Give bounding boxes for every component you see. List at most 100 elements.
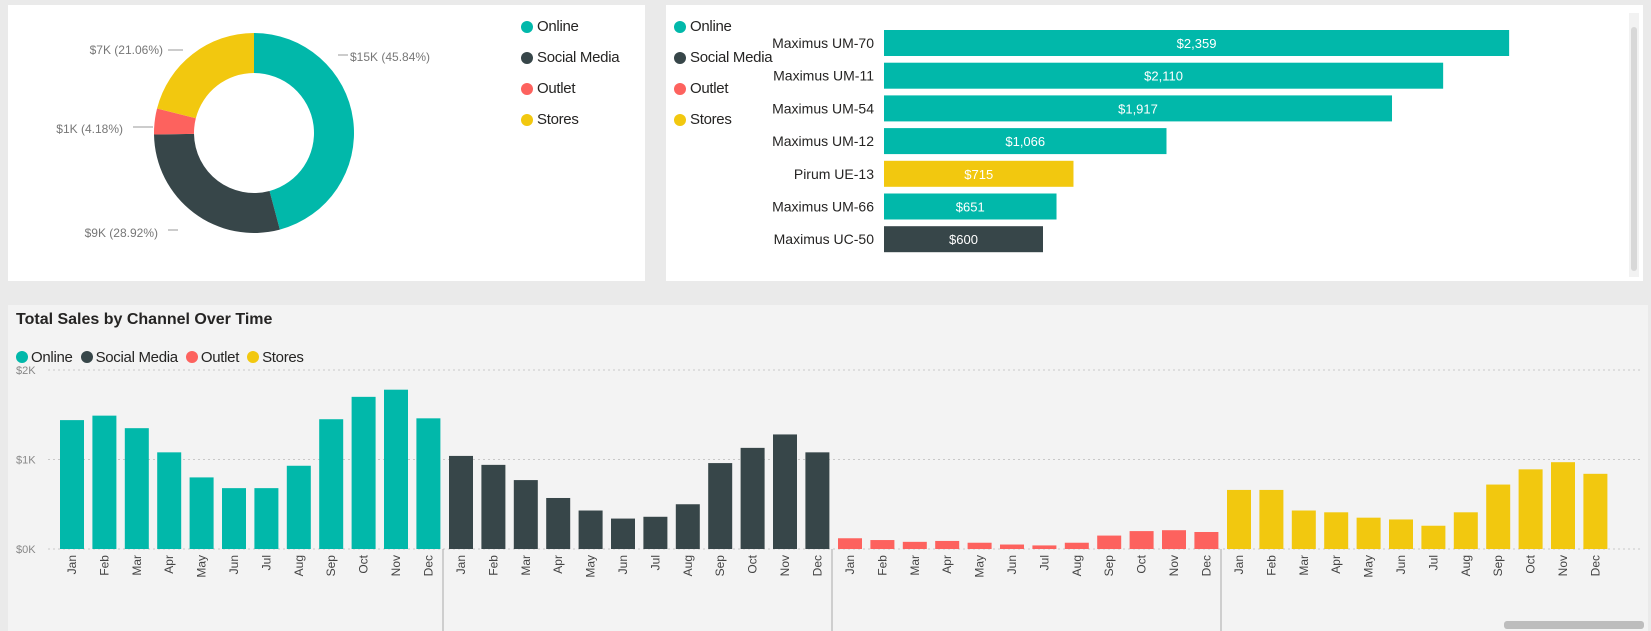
bar-category-label: Maximus UM-70 [772, 35, 874, 51]
donut-slice-stores[interactable] [157, 33, 254, 119]
product-bar[interactable] [884, 226, 1043, 253]
x-tick-label: May [584, 555, 598, 578]
column-bar[interactable] [1194, 531, 1219, 549]
column-bar[interactable] [1000, 544, 1024, 549]
column-bar[interactable] [838, 538, 862, 549]
product-bar[interactable] [884, 30, 1510, 56]
x-tick-label: Apr [551, 555, 565, 574]
donut-slice-outlet[interactable] [154, 108, 196, 135]
legend-item-online[interactable]: Online [674, 11, 772, 42]
column-bar[interactable] [546, 497, 571, 549]
column-bar[interactable] [643, 516, 668, 549]
x-tick-label: Jul [1426, 555, 1440, 570]
donut-data-label: $7K (21.06%) [90, 43, 163, 57]
vertical-scrollbar[interactable] [1629, 13, 1639, 277]
column-bar[interactable] [902, 541, 927, 549]
legend-dot-outlet [674, 82, 686, 95]
column-bar[interactable] [1421, 525, 1446, 549]
column-bar[interactable] [1032, 545, 1057, 549]
product-bar-chart-panel: Online Social Media Outlet Stores Maximu… [666, 5, 1643, 281]
column-bar[interactable] [513, 480, 538, 549]
column-bar[interactable] [675, 504, 700, 549]
column-bar[interactable] [1551, 462, 1575, 549]
column-bar[interactable] [1097, 535, 1122, 549]
column-bar[interactable] [222, 488, 246, 549]
column-bar[interactable] [1291, 510, 1316, 549]
column-bar[interactable] [254, 488, 279, 549]
column-bar[interactable] [578, 510, 603, 549]
legend-dot-stores [247, 351, 260, 363]
column-bar[interactable] [773, 434, 797, 549]
product-bar[interactable] [884, 128, 1167, 155]
donut-chart[interactable]: $15K (45.84%) $9K (28.92%) $1K (4.18%) $7K … [8, 5, 645, 281]
x-tick-label: Jun [1005, 555, 1019, 574]
column-bar[interactable] [870, 540, 895, 549]
legend-item-stores[interactable]: Stores [247, 347, 304, 367]
column-chart[interactable]: $0K $1K $2K Jan Feb Mar Apr May Jun Jul Aug Sep Oct N… [8, 305, 1648, 631]
chart-title: Total Sales by Channel Over Time [16, 311, 273, 328]
legend-item-social-media[interactable]: Social Media [674, 42, 773, 73]
column-bar[interactable] [384, 389, 408, 549]
legend-item-stores[interactable]: Stores [674, 104, 772, 135]
horizontal-scrollbar[interactable] [1504, 621, 1644, 629]
x-tick-label: Oct [1524, 554, 1538, 573]
legend-item-social-media[interactable]: Social Media [80, 347, 179, 367]
column-bar[interactable] [967, 542, 992, 549]
column-bar[interactable] [611, 518, 635, 549]
column-bar[interactable] [319, 419, 344, 549]
legend-item-outlet[interactable]: Outlet [521, 73, 619, 104]
column-bar[interactable] [805, 452, 830, 549]
x-tick-label: Apr [162, 555, 176, 574]
x-tick-label: Jul [259, 555, 273, 570]
column-bar[interactable] [124, 428, 149, 549]
column-bar[interactable] [1324, 512, 1349, 549]
column-bar[interactable] [416, 418, 441, 549]
column-bar[interactable] [1356, 517, 1381, 549]
column-bar[interactable] [1162, 530, 1186, 549]
column-bar[interactable] [286, 465, 311, 549]
column-bar[interactable] [740, 447, 765, 549]
column-bar[interactable] [1259, 489, 1284, 549]
channel-legend: Online Social Media Outlet Stores [16, 347, 312, 367]
product-bar[interactable] [884, 193, 1057, 220]
column-bar[interactable] [1389, 519, 1413, 549]
x-tick-label: Sep [1102, 555, 1116, 577]
bar-data-label: $1,917 [1118, 101, 1158, 116]
column-bar[interactable] [935, 540, 960, 549]
product-bar[interactable] [884, 160, 1074, 187]
column-bar[interactable] [481, 464, 506, 549]
column-bar[interactable] [1453, 512, 1478, 549]
legend-item-outlet[interactable]: Outlet [185, 347, 239, 367]
column-bar[interactable] [1227, 489, 1251, 549]
column-bar[interactable] [60, 420, 84, 549]
legend-item-stores[interactable]: Stores [521, 104, 619, 135]
donut-slice-social-media[interactable] [154, 133, 280, 233]
legend-label: Online [690, 18, 732, 35]
scrollbar-thumb[interactable] [1631, 27, 1637, 271]
product-bar[interactable] [884, 62, 1444, 89]
legend-item-online[interactable]: Online [521, 11, 619, 42]
x-tick-label: May [195, 555, 209, 578]
column-bar[interactable] [1583, 473, 1608, 549]
legend-item-outlet[interactable]: Outlet [674, 73, 772, 104]
column-bar[interactable] [1129, 531, 1154, 549]
x-tick-label: Mar [519, 555, 533, 576]
product-bar[interactable] [884, 95, 1393, 122]
horizontal-bar-chart[interactable]: Maximus UM-70 $2,359 Maximus UM-11 $2,110 Ma… [666, 5, 1643, 281]
legend-item-social-media[interactable]: Social Media [521, 42, 620, 73]
legend-label: Stores [537, 111, 579, 128]
x-tick-label: Nov [1556, 555, 1570, 576]
column-bar[interactable] [1518, 469, 1543, 549]
column-bar[interactable] [351, 396, 376, 549]
legend-label: Social Media [95, 348, 179, 366]
column-bar[interactable] [1486, 484, 1511, 549]
donut-slice-online[interactable] [254, 33, 354, 230]
legend-label: Outlet [537, 80, 576, 97]
column-bar[interactable] [92, 415, 117, 549]
column-bar[interactable] [708, 463, 733, 549]
column-bar[interactable] [189, 477, 214, 549]
column-bar[interactable] [1064, 542, 1089, 549]
legend-item-online[interactable]: Online [16, 347, 73, 367]
column-bar[interactable] [157, 452, 182, 549]
column-bar[interactable] [449, 455, 473, 549]
